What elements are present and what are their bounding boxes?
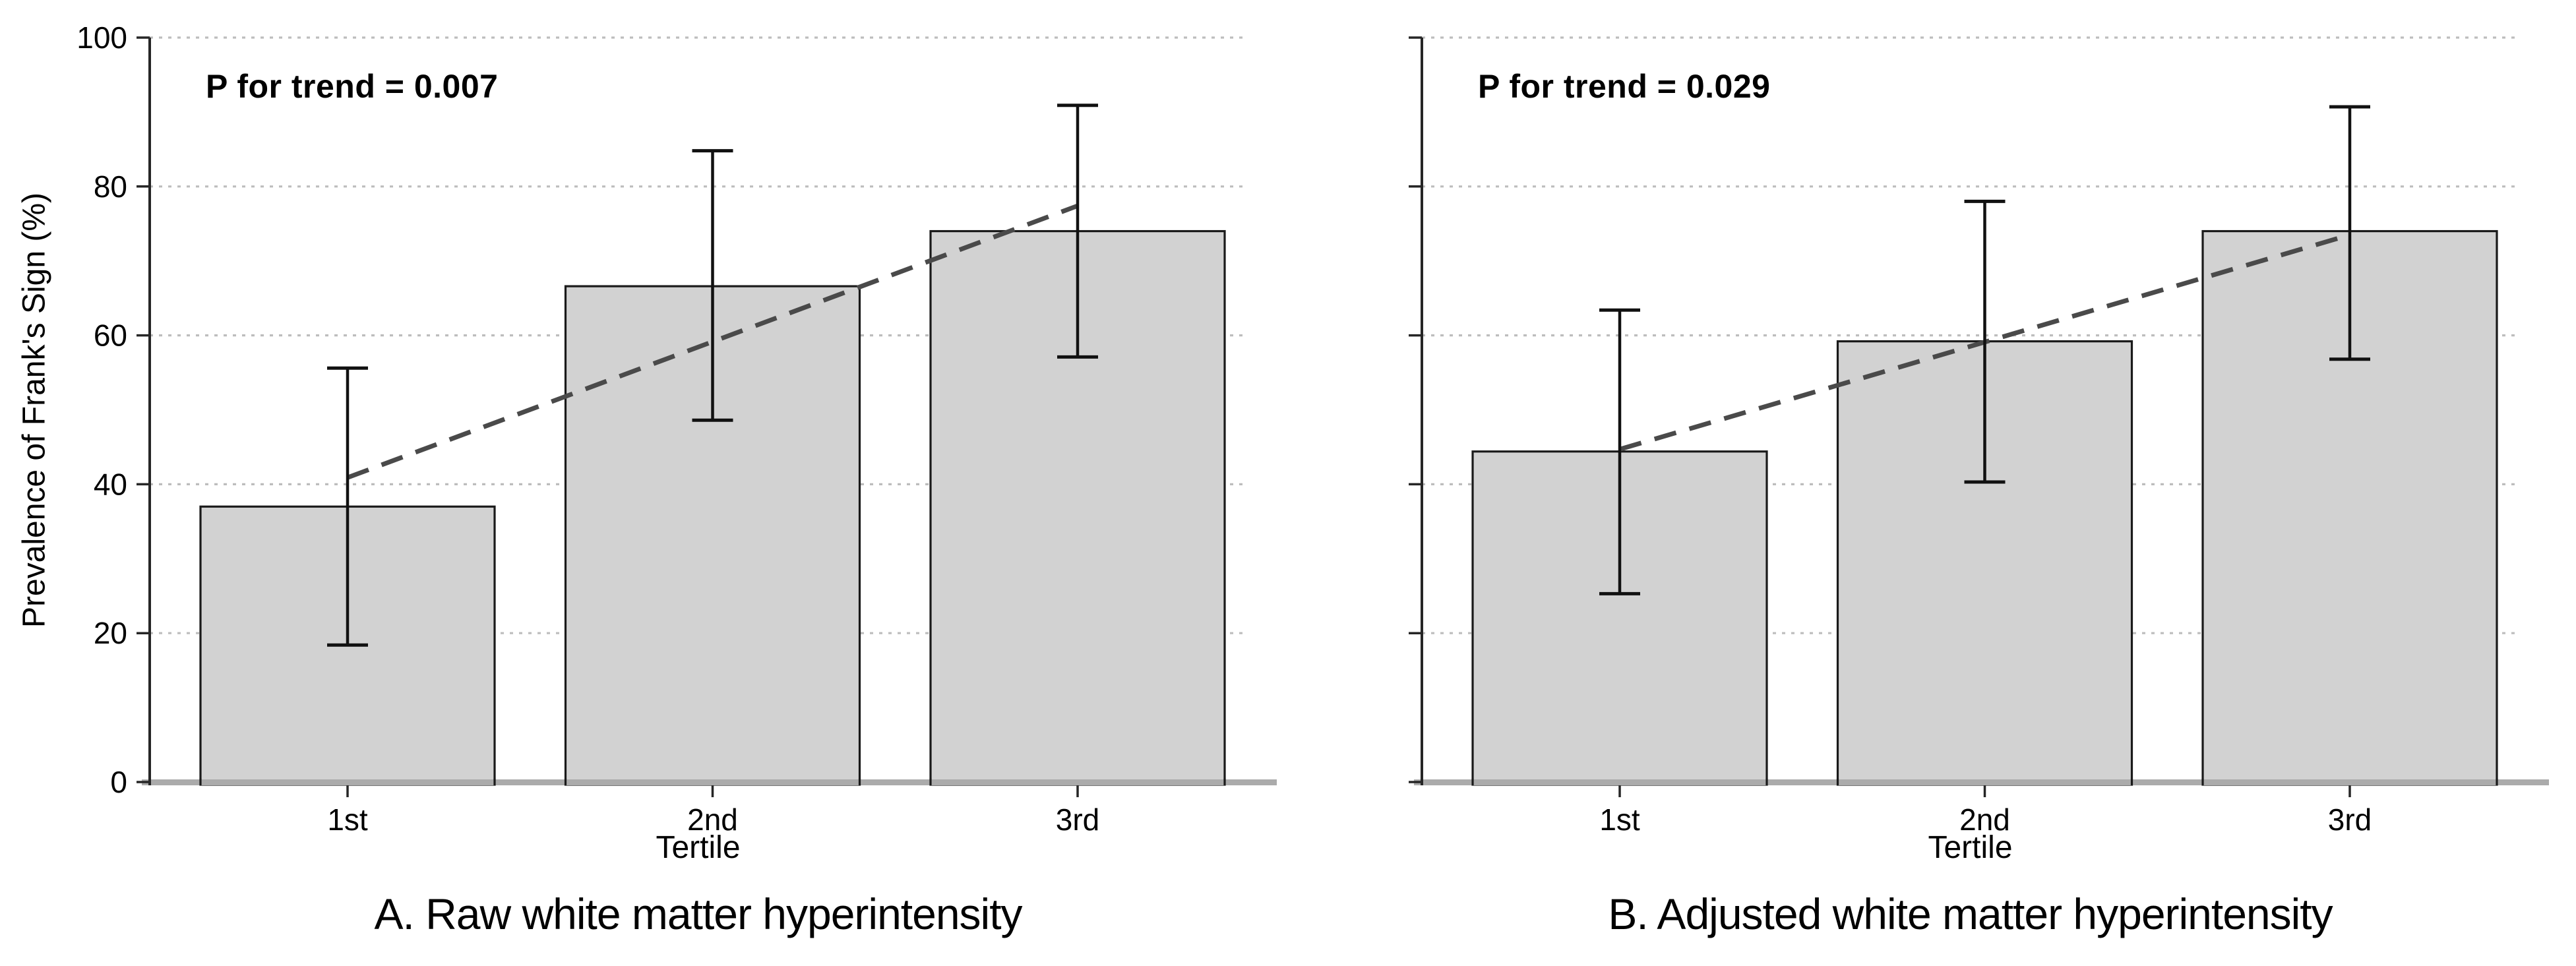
x-tick-label: 1st <box>1599 802 1640 837</box>
x-axis-spine <box>1414 779 2549 785</box>
y-axis-spine <box>148 38 151 785</box>
x-tick-label: 2nd <box>687 802 738 837</box>
x-tick-label: 1st <box>327 802 368 837</box>
p-for-trend-annotation: P for trend = 0.029 <box>1478 68 1771 105</box>
y-tick-label: 0 <box>110 765 127 799</box>
y-tick-label: 40 <box>94 467 127 501</box>
y-axis-spine <box>1421 38 1423 785</box>
x-axis-spine <box>142 779 1277 785</box>
x-tick-label: 2nd <box>1959 802 2010 837</box>
panel-adjusted-wmh: 1st 2nd 3rd P for trend = 0.029 Tertile B.… <box>1288 0 2576 966</box>
y-tick-label: 100 <box>77 20 127 55</box>
panel-caption: A. Raw white matter hyperintensity <box>374 890 1022 938</box>
p-for-trend-annotation: P for trend = 0.007 <box>206 68 499 105</box>
y-tick-label: 80 <box>94 169 127 204</box>
bar-chart-raw-wmh: 0 20 40 60 80 100 1st 2nd 3rd <box>77 20 1277 837</box>
x-tick-label: 3rd <box>1056 802 1099 837</box>
bar-chart-adjusted-wmh: 1st 2nd 3rd <box>1409 36 2549 837</box>
panel-raw-wmh: 0 20 40 60 80 100 1st 2nd 3rd P for trend = 0.00… <box>77 20 1277 938</box>
panel-caption: B. Adjusted white matter hyperintensity <box>1608 890 2333 938</box>
x-axis-title: Tertile <box>656 830 741 865</box>
x-axis-title: Tertile <box>1928 830 2013 865</box>
x-tick-label: 3rd <box>2328 802 2372 837</box>
y-tick-label: 60 <box>94 318 127 353</box>
trend-line <box>346 203 1079 480</box>
y-tick-label: 20 <box>94 616 127 650</box>
